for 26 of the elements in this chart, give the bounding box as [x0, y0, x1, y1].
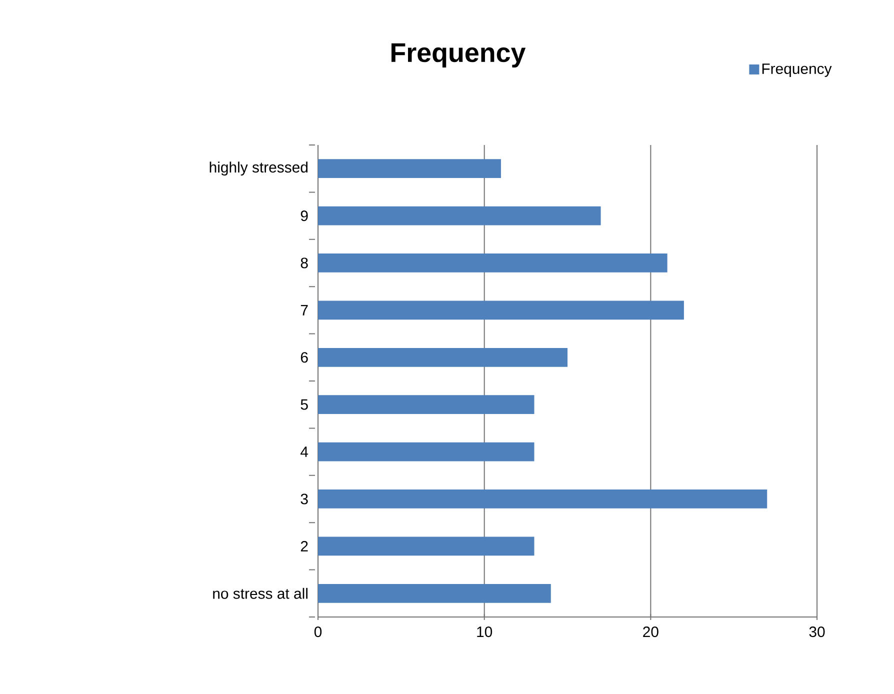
- bar: [318, 584, 551, 603]
- y-tick-label: no stress at all: [213, 588, 308, 599]
- y-tick-label: 3: [300, 494, 308, 504]
- y-tick-label: 2: [300, 540, 308, 552]
- x-tick-label: 10: [477, 626, 492, 638]
- bar: [318, 442, 534, 462]
- y-tick-label: 6: [300, 352, 308, 363]
- bar: [318, 206, 601, 226]
- bar: [318, 395, 534, 414]
- x-tick-label: 0: [314, 626, 322, 638]
- y-tick-label: 9: [300, 210, 308, 222]
- bar: [318, 254, 668, 272]
- x-tick-label: 20: [643, 626, 658, 638]
- x-tick-label: 30: [809, 626, 825, 638]
- bar: [318, 490, 768, 508]
- bar: [318, 536, 534, 556]
- legend-label: Frequency: [762, 64, 832, 77]
- y-tick-label: 7: [300, 305, 308, 316]
- y-tick-label: 8: [300, 258, 308, 268]
- bar: [318, 348, 568, 367]
- bar: [318, 300, 684, 320]
- chart-title: Frequency: [392, 43, 526, 68]
- y-tick-label: highly stressed: [210, 162, 308, 176]
- y-tick-label: 5: [300, 399, 308, 410]
- y-tick-label: 4: [300, 446, 308, 457]
- bar: [318, 159, 501, 178]
